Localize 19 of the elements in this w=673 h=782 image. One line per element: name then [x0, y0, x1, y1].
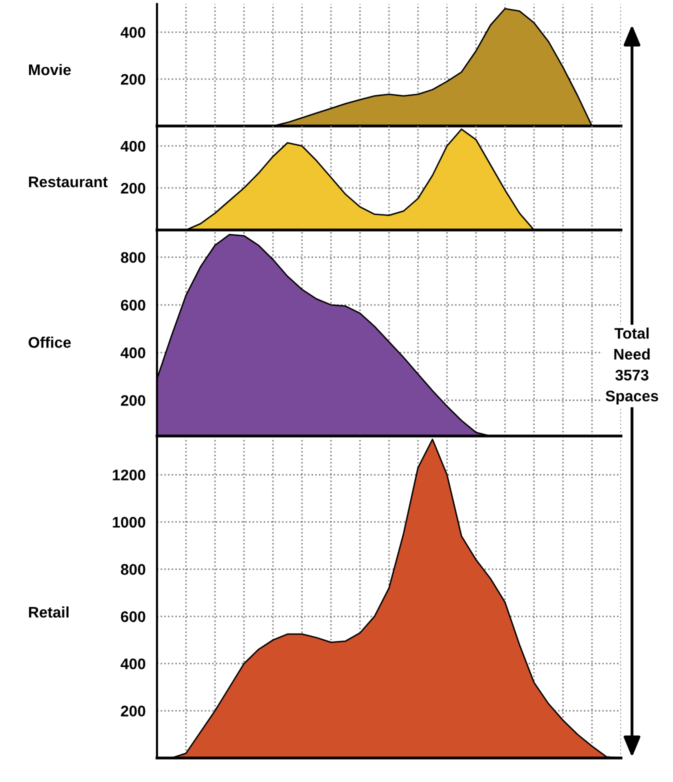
y-tick-label: 400 — [120, 347, 146, 358]
y-tick-label: 800 — [120, 252, 146, 263]
y-axis-title: Office — [28, 336, 71, 348]
y-tick-label: 200 — [120, 74, 146, 85]
y-tick-label: 1000 — [112, 516, 146, 528]
y-tick-label: 600 — [120, 300, 146, 311]
y-tick-label: 400 — [120, 658, 146, 670]
y-tick-label: 1200 — [112, 470, 146, 480]
y-tick-label: 200 — [120, 706, 146, 716]
y-tick-label: 400 — [120, 140, 146, 152]
y-tick-label: 200 — [120, 395, 146, 406]
y-axis-title: Retail — [29, 606, 69, 618]
y-tick-label: 400 — [120, 27, 146, 38]
y-axis-title: Movie — [29, 64, 71, 76]
y-tick-label: 200 — [120, 182, 146, 194]
y-tick-label: 800 — [120, 564, 146, 575]
annotation: Total Need 3573 Spaces — [606, 328, 658, 404]
y-axis-title: Restaurant — [29, 176, 108, 188]
y-tick-label: 600 — [120, 611, 146, 622]
